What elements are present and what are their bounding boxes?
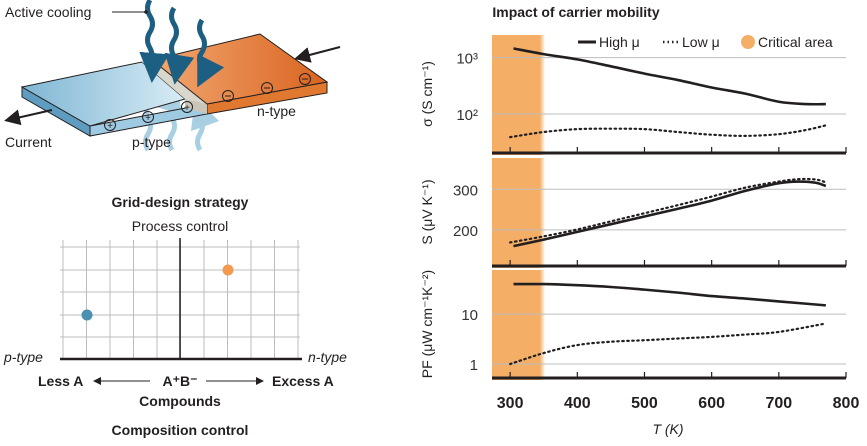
y-axis-label: S (μV K⁻¹): [419, 179, 435, 244]
grid-design-title: Grid-design strategy: [112, 194, 249, 210]
y-tick-label: 10: [461, 307, 478, 324]
current-in-arrow-icon: [294, 46, 341, 63]
legend-high-label: High μ: [599, 34, 640, 50]
holes: + + +: [104, 101, 193, 132]
legend: High μ Low μ Critical area: [578, 34, 833, 50]
x-tick-labels: 300 400 500 600 700 800: [497, 395, 860, 412]
device-diagram: + + + Active cooling Current p-type n-ty…: [4, 0, 341, 152]
n-type-top-face: [150, 33, 329, 105]
svg-text:+: +: [145, 113, 151, 124]
x-tick-label: 700: [765, 395, 792, 412]
heat-arrow-icon: [153, 81, 183, 152]
grid-n-type-label: n-type: [308, 349, 347, 365]
cooling-arrow-icon: [139, 0, 170, 83]
p-type-point: [81, 309, 93, 321]
svg-text:+: +: [184, 103, 190, 114]
panel-1: 10³ 10² σ (S cm⁻¹): [419, 35, 847, 155]
current-label: Current: [5, 134, 52, 150]
x-tick-label: 800: [833, 395, 860, 412]
x-tick-label: 600: [698, 395, 725, 412]
grid-p-type-label: p-type: [3, 349, 43, 365]
minus-icon: [222, 90, 234, 102]
compounds-label: Compounds: [139, 393, 221, 409]
n-type-point: [222, 264, 234, 276]
panel-2: 300 200 S (μV K⁻¹): [419, 158, 847, 268]
n-type-label: n-type: [257, 103, 296, 119]
svg-text:+: +: [107, 121, 113, 132]
y-axis-label: PF (μW cm⁻¹K⁻²): [419, 270, 435, 378]
y-tick-label: 300: [453, 182, 478, 199]
y-axis-label: σ (S cm⁻¹): [419, 61, 435, 127]
chart-panels: 10³ 10² σ (S cm⁻¹) 300 200 S (μV K⁻¹) 10 1 PF (μ…: [419, 35, 847, 380]
low-mobility-line: [509, 124, 827, 139]
y-tick-label: 10³: [456, 51, 478, 68]
critical-area: [492, 270, 546, 380]
y-tick-label: 1: [470, 357, 478, 374]
high-mobility-line: [513, 47, 826, 106]
electrons: [222, 73, 311, 102]
heat-arrow-icon: [190, 97, 220, 152]
x-tick-label: 500: [631, 395, 658, 412]
low-mobility-line: [509, 322, 827, 366]
critical-area: [492, 35, 546, 155]
process-control-label: Process control: [132, 218, 228, 234]
current-out-arrow-icon: [4, 109, 53, 126]
plus-icon: +: [104, 119, 116, 132]
minus-icon: [261, 82, 273, 94]
legend-low-label: Low μ: [682, 34, 720, 50]
active-cooling-label: Active cooling: [5, 4, 91, 20]
legend-critical-swatch: [741, 35, 755, 49]
grid-design-diagram: Grid-design strategy Process control p-t…: [3, 194, 347, 438]
cooling-arrows: [139, 0, 225, 88]
p-type-label: p-type: [132, 134, 171, 150]
y-tick-label: 10²: [456, 107, 478, 124]
cooling-arrow-icon: [197, 18, 225, 88]
leader-dot: [144, 10, 148, 14]
chart-title: Impact of carrier mobility: [492, 4, 659, 20]
mobility-chart: Impact of carrier mobility High μ Low μ …: [419, 4, 859, 437]
x-tick-label: 300: [497, 395, 524, 412]
x-axis-label: T (K): [652, 421, 683, 437]
plus-icon: +: [142, 111, 154, 124]
composition-control-label: Composition control: [112, 422, 249, 438]
compound-formula-label: A⁺B⁻: [163, 373, 198, 389]
minus-icon: [299, 73, 311, 85]
legend-critical-label: Critical area: [758, 34, 833, 50]
low-mobility-line: [509, 177, 827, 244]
high-mobility-line: [513, 180, 827, 248]
panel-3: 10 1 PF (μW cm⁻¹K⁻²): [419, 270, 847, 380]
x-tick-label: 400: [564, 395, 591, 412]
plus-icon: +: [181, 101, 193, 114]
excess-a-label: Excess A: [272, 373, 334, 389]
less-a-label: Less A: [38, 373, 83, 389]
cooling-arrow-icon: [164, 6, 195, 85]
y-tick-label: 200: [453, 223, 478, 240]
high-mobility-line: [513, 282, 826, 307]
critical-area: [492, 158, 546, 268]
